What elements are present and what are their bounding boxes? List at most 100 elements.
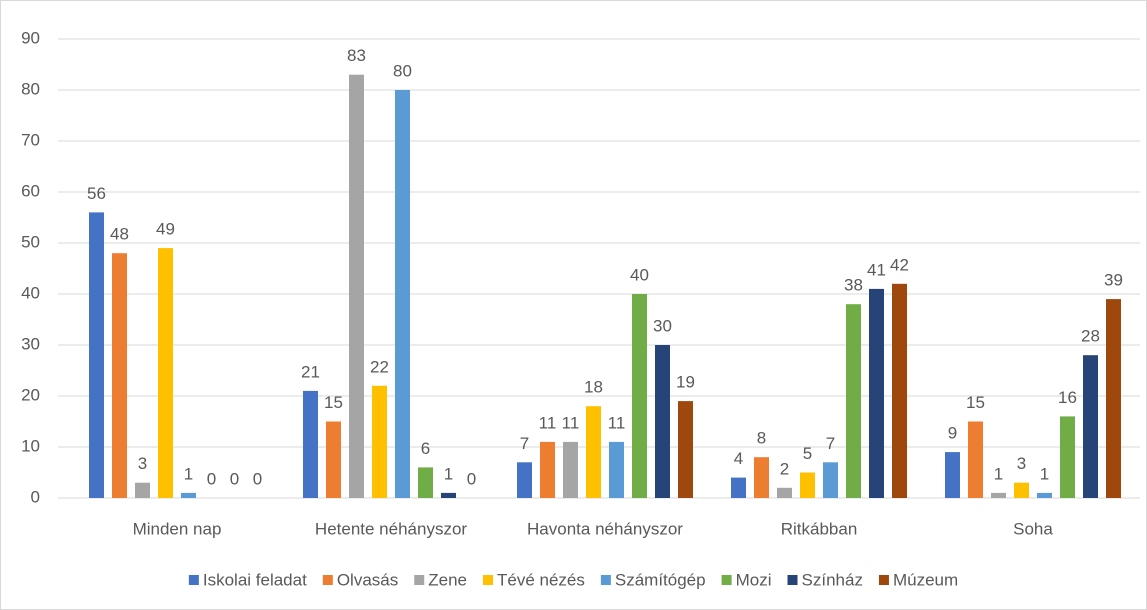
bar (731, 477, 746, 498)
data-label: 7 (520, 434, 529, 453)
y-tick-label: 50 (21, 232, 40, 251)
data-label: 80 (393, 61, 412, 80)
data-label: 0 (230, 469, 239, 488)
data-label: 49 (156, 220, 175, 239)
legend-label: Számítógép (615, 570, 706, 589)
bar (586, 406, 601, 498)
bar (800, 472, 815, 498)
data-label: 21 (301, 362, 320, 381)
data-label: 8 (757, 429, 766, 448)
x-tick-label: Soha (1013, 519, 1053, 538)
bar (945, 452, 960, 498)
bar (609, 441, 624, 498)
bar (158, 248, 173, 498)
bar (326, 421, 341, 498)
data-label: 41 (867, 260, 886, 279)
data-label: 0 (253, 469, 262, 488)
data-label: 30 (653, 316, 672, 335)
data-label: 6 (421, 439, 430, 458)
bar (823, 462, 838, 498)
data-label: 22 (370, 357, 389, 376)
data-label: 3 (138, 454, 147, 473)
data-label: 1 (184, 464, 193, 483)
data-label: 42 (890, 255, 909, 274)
data-label: 7 (826, 434, 835, 453)
legend-label: Színház (802, 570, 863, 589)
bar (135, 482, 150, 498)
y-tick-label: 10 (21, 436, 40, 455)
legend-label: Tévé nézés (497, 570, 585, 589)
bar (395, 90, 410, 498)
bar (303, 390, 318, 498)
legend-swatch (787, 575, 798, 585)
bar (1037, 492, 1052, 498)
data-label: 48 (110, 225, 129, 244)
bar (1014, 482, 1029, 498)
legend-label: Múzeum (893, 570, 958, 589)
data-label: 0 (467, 469, 476, 488)
data-label: 9 (948, 424, 957, 443)
bar (1106, 299, 1121, 498)
data-label: 19 (676, 373, 695, 392)
data-label: 39 (1104, 271, 1123, 290)
data-label: 3 (1017, 454, 1026, 473)
legend-label: Olvasás (337, 570, 398, 589)
y-tick-label: 20 (21, 385, 40, 404)
bar (349, 74, 364, 498)
bar (181, 492, 196, 498)
data-label: 40 (630, 265, 649, 284)
bar (892, 283, 907, 498)
bar (655, 345, 670, 498)
bar (869, 288, 884, 498)
data-label: 0 (207, 469, 216, 488)
data-label: 1 (444, 464, 453, 483)
bar (563, 441, 578, 498)
legend-swatch (600, 575, 611, 585)
data-label: 1 (994, 464, 1003, 483)
data-label: 18 (584, 378, 603, 397)
bar (418, 467, 433, 498)
x-tick-label: Ritkábban (781, 519, 858, 538)
bar (777, 487, 792, 498)
legend-swatch (878, 575, 889, 585)
data-label: 11 (562, 413, 580, 432)
x-tick-label: Havonta néhányszor (527, 519, 683, 538)
legend-label: Mozi (736, 570, 772, 589)
data-label: 38 (844, 276, 863, 295)
y-tick-label: 80 (21, 79, 40, 98)
data-label: 4 (734, 449, 743, 468)
data-label: 11 (539, 413, 557, 432)
x-tick-label: Hetente néhányszor (315, 519, 467, 538)
bar (112, 253, 127, 498)
bar (89, 212, 104, 498)
bar (632, 294, 647, 498)
data-label: 2 (780, 459, 789, 478)
y-tick-label: 70 (21, 130, 40, 149)
legend-swatch (414, 575, 425, 585)
bar (372, 385, 387, 498)
legend-swatch (322, 575, 333, 585)
data-label: 56 (87, 184, 106, 203)
data-label: 11 (608, 413, 626, 432)
data-label: 1 (1040, 464, 1049, 483)
x-tick-label: Minden nap (133, 519, 222, 538)
legend-swatch (188, 575, 199, 585)
y-tick-label: 30 (21, 334, 40, 353)
bar (517, 462, 532, 498)
y-tick-label: 0 (31, 487, 40, 506)
y-tick-label: 40 (21, 283, 40, 302)
legend-label: Iskolai feladat (203, 570, 307, 589)
data-label: 15 (966, 393, 985, 412)
data-label: 16 (1058, 388, 1077, 407)
data-label: 28 (1081, 327, 1100, 346)
bar (754, 457, 769, 498)
y-tick-label: 90 (21, 28, 40, 47)
legend-swatch (721, 575, 732, 585)
bar (540, 441, 555, 498)
legend-label: Zene (428, 570, 467, 589)
data-label: 83 (347, 46, 366, 65)
data-label: 5 (803, 444, 812, 463)
bar (1060, 416, 1075, 498)
